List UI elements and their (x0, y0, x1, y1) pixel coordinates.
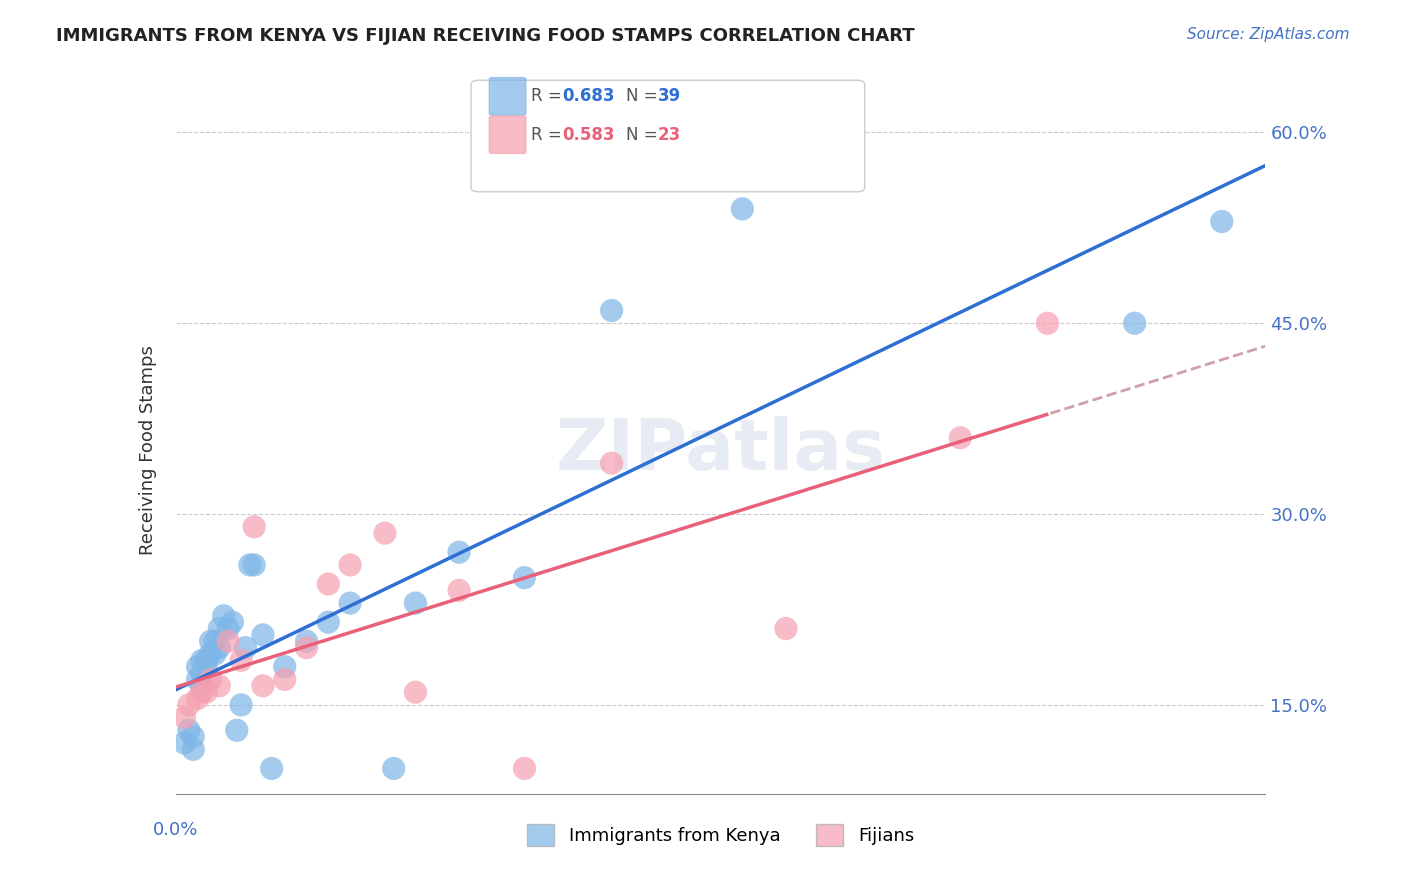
Text: 0.583: 0.583 (562, 126, 614, 144)
Point (186, 673, 209, 687)
Text: 0.683: 0.683 (562, 87, 614, 105)
Point (318, 577, 340, 591)
Point (200, 634, 222, 648)
Point (1036, 316, 1059, 330)
Point (191, 685, 214, 699)
Point (191, 653, 214, 667)
Point (195, 659, 218, 673)
Point (200, 647, 222, 661)
Point (260, 761, 283, 775)
Point (447, 545, 470, 559)
Point (200, 673, 222, 687)
Y-axis label: Receiving Food Stamps: Receiving Food Stamps (139, 345, 157, 556)
Text: Source: ZipAtlas.com: Source: ZipAtlas.com (1187, 27, 1350, 42)
Point (208, 640, 231, 655)
Point (318, 615, 340, 630)
Point (195, 685, 218, 699)
Point (447, 583, 470, 598)
Point (295, 640, 318, 655)
Text: R =: R = (531, 126, 568, 144)
Point (231, 698, 253, 712)
Point (731, 202, 754, 216)
Point (177, 723, 200, 738)
Point (382, 761, 405, 775)
Point (274, 673, 297, 687)
Point (212, 608, 235, 623)
Point (195, 653, 218, 667)
Point (252, 679, 274, 693)
Point (513, 571, 536, 585)
Point (252, 628, 274, 642)
Legend: Immigrants from Kenya, Fijians: Immigrants from Kenya, Fijians (520, 817, 921, 854)
Point (1123, 316, 1146, 330)
Text: N =: N = (626, 126, 662, 144)
Text: N =: N = (626, 87, 662, 105)
Point (405, 596, 427, 610)
Text: 0.0%: 0.0% (153, 822, 198, 839)
Point (274, 659, 297, 673)
Point (374, 526, 396, 541)
Point (513, 761, 536, 775)
Point (186, 659, 209, 673)
Point (217, 634, 239, 648)
Point (186, 691, 209, 706)
Point (231, 653, 253, 667)
Point (177, 698, 200, 712)
Point (600, 456, 623, 470)
Point (339, 558, 361, 572)
Point (181, 730, 204, 744)
Text: 39: 39 (658, 87, 682, 105)
Point (208, 622, 231, 636)
Point (239, 558, 262, 572)
Point (235, 640, 257, 655)
Point (217, 622, 239, 636)
Point (775, 622, 797, 636)
Point (339, 596, 361, 610)
Text: IMMIGRANTS FROM KENYA VS FIJIAN RECEIVING FOOD STAMPS CORRELATION CHART: IMMIGRANTS FROM KENYA VS FIJIAN RECEIVIN… (56, 27, 915, 45)
Point (204, 634, 226, 648)
Point (173, 736, 195, 750)
Point (243, 558, 266, 572)
Point (221, 615, 243, 630)
Text: 23: 23 (658, 126, 682, 144)
Point (243, 520, 266, 534)
Text: R =: R = (531, 87, 568, 105)
Point (225, 723, 247, 738)
Point (600, 303, 623, 318)
Point (1211, 214, 1233, 228)
Point (295, 634, 318, 648)
Point (191, 666, 214, 681)
Point (208, 679, 231, 693)
Point (204, 647, 226, 661)
Point (405, 685, 427, 699)
Point (181, 742, 204, 756)
Point (191, 679, 214, 693)
Text: ZIPatlas: ZIPatlas (555, 416, 886, 485)
Point (949, 431, 972, 445)
Point (173, 710, 195, 724)
